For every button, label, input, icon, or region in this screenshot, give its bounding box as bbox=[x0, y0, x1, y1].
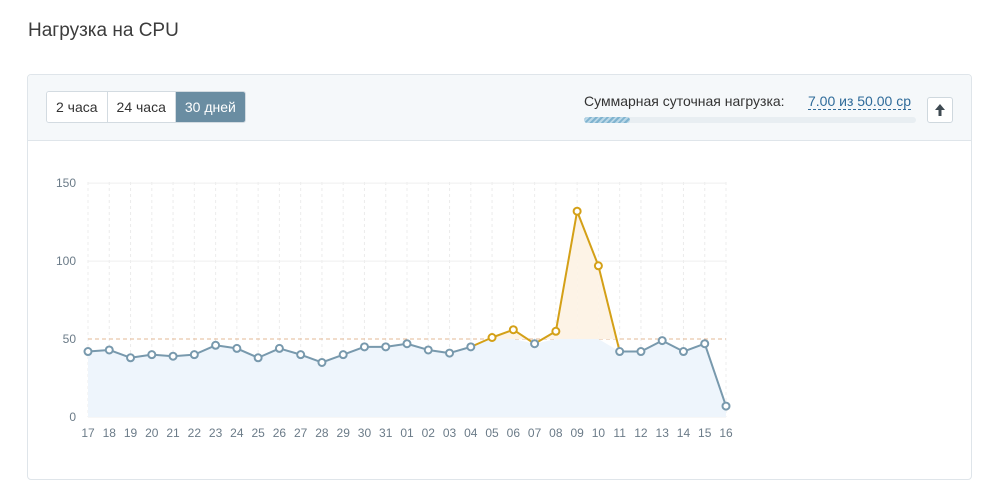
chart-toolbar: 2 часа 24 часа 30 дней Суммарная суточна… bbox=[28, 75, 971, 141]
x-tick-label: 26 bbox=[273, 426, 287, 440]
normal-load-area bbox=[88, 339, 726, 417]
series-line-segment bbox=[703, 343, 727, 407]
x-tick-label: 17 bbox=[81, 426, 95, 440]
x-tick-label: 29 bbox=[337, 426, 351, 440]
data-point bbox=[168, 351, 178, 361]
data-point bbox=[721, 401, 731, 411]
page-title: Нагрузка на CPU bbox=[28, 20, 179, 41]
x-tick-label: 27 bbox=[294, 426, 308, 440]
x-tick-label: 01 bbox=[400, 426, 414, 440]
x-tick-label: 25 bbox=[251, 426, 265, 440]
daily-load-progress-fill bbox=[584, 117, 631, 123]
x-tick-label: 19 bbox=[124, 426, 138, 440]
x-tick-label: 14 bbox=[677, 426, 691, 440]
data-point bbox=[636, 347, 646, 357]
x-tick-label: 16 bbox=[719, 426, 733, 440]
data-point bbox=[83, 347, 93, 357]
data-point bbox=[445, 348, 455, 358]
y-tick-label: 100 bbox=[56, 254, 76, 268]
x-tick-label: 22 bbox=[188, 426, 202, 440]
x-tick-label: 23 bbox=[209, 426, 223, 440]
x-tick-label: 02 bbox=[422, 426, 436, 440]
data-point bbox=[423, 345, 433, 355]
data-point bbox=[678, 347, 688, 357]
x-tick-label: 15 bbox=[698, 426, 712, 440]
x-tick-label: 03 bbox=[443, 426, 457, 440]
overload-area bbox=[577, 211, 599, 340]
x-tick-label: 24 bbox=[230, 426, 244, 440]
x-tick-label: 28 bbox=[315, 426, 329, 440]
data-point bbox=[402, 339, 412, 349]
series-line-segment bbox=[576, 210, 600, 267]
series-line-segment bbox=[554, 211, 579, 332]
time-range-selector: 2 часа 24 часа 30 дней bbox=[46, 91, 246, 123]
daily-load-progress-bar bbox=[584, 117, 916, 123]
x-tick-label: 08 bbox=[549, 426, 563, 440]
x-tick-label: 10 bbox=[592, 426, 606, 440]
y-tick-label: 150 bbox=[56, 176, 76, 190]
data-point bbox=[274, 343, 284, 353]
data-point bbox=[253, 353, 263, 363]
data-point bbox=[593, 261, 603, 271]
x-tick-label: 18 bbox=[103, 426, 117, 440]
data-point bbox=[359, 342, 369, 352]
range-2h-button[interactable]: 2 часа bbox=[47, 92, 108, 122]
data-point bbox=[338, 350, 348, 360]
data-point bbox=[572, 206, 582, 216]
x-tick-label: 20 bbox=[145, 426, 159, 440]
cpu-chart-panel: 2 часа 24 часа 30 дней Суммарная суточна… bbox=[27, 74, 972, 480]
x-tick-label: 11 bbox=[613, 426, 626, 440]
x-tick-label: 07 bbox=[528, 426, 542, 440]
x-tick-label: 04 bbox=[464, 426, 478, 440]
data-point bbox=[530, 339, 540, 349]
data-point bbox=[147, 350, 157, 360]
range-30d-button[interactable]: 30 дней bbox=[175, 92, 245, 122]
data-point bbox=[508, 325, 518, 335]
data-point bbox=[211, 340, 221, 350]
data-point bbox=[551, 326, 561, 336]
data-point bbox=[104, 345, 114, 355]
x-tick-label: 05 bbox=[485, 426, 499, 440]
data-point bbox=[189, 350, 199, 360]
data-point bbox=[700, 339, 710, 349]
collapse-button[interactable] bbox=[927, 97, 953, 123]
x-tick-label: 31 bbox=[379, 426, 393, 440]
daily-load-label: Суммарная суточная нагрузка: bbox=[584, 93, 785, 109]
data-point bbox=[232, 343, 242, 353]
x-tick-label: 12 bbox=[634, 426, 648, 440]
x-tick-label: 30 bbox=[358, 426, 372, 440]
data-point bbox=[126, 353, 136, 363]
arrow-up-icon bbox=[935, 104, 945, 116]
x-tick-label: 06 bbox=[507, 426, 521, 440]
data-point bbox=[317, 357, 327, 367]
y-tick-label: 50 bbox=[63, 332, 77, 346]
data-point bbox=[615, 347, 625, 357]
x-tick-label: 21 bbox=[166, 426, 180, 440]
data-point bbox=[381, 342, 391, 352]
daily-load-value-link[interactable]: 7.00 из 50.00 cp bbox=[808, 93, 911, 110]
range-24h-button[interactable]: 24 часа bbox=[107, 92, 176, 122]
data-point bbox=[487, 333, 497, 342]
y-tick-label: 0 bbox=[69, 410, 76, 424]
data-point bbox=[296, 350, 306, 360]
x-tick-label: 13 bbox=[656, 426, 670, 440]
data-point bbox=[466, 342, 476, 352]
data-point bbox=[657, 336, 667, 346]
series-line-segment bbox=[597, 265, 621, 352]
x-tick-label: 09 bbox=[570, 426, 584, 440]
